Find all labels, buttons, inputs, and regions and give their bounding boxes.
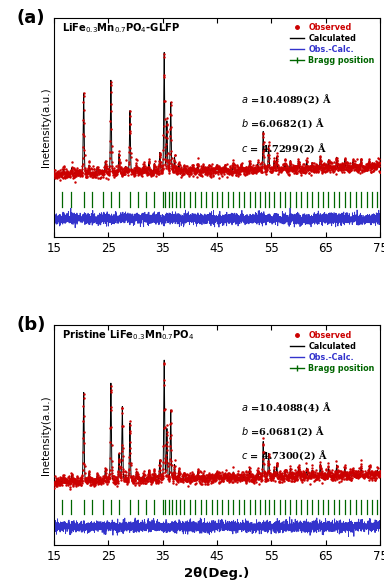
Text: $\mathit{a}$ =10.4089(2) Å: $\mathit{a}$ =10.4089(2) Å [242, 93, 332, 106]
X-axis label: 2θ(Deg.): 2θ(Deg.) [184, 567, 250, 580]
Text: LiFe$_{0.3}$Mn$_{0.7}$PO$_4$-GLFP: LiFe$_{0.3}$Mn$_{0.7}$PO$_4$-GLFP [62, 21, 180, 35]
Legend: Observed, Calculated, Obs.-Calc., Bragg position: Observed, Calculated, Obs.-Calc., Bragg … [288, 22, 376, 67]
Text: $\mathit{c}$ = 4.7300(2) Å: $\mathit{c}$ = 4.7300(2) Å [242, 448, 328, 462]
Text: $\mathit{b}$ =6.0681(2) Å: $\mathit{b}$ =6.0681(2) Å [242, 424, 326, 438]
Legend: Observed, Calculated, Obs.-Calc., Bragg position: Observed, Calculated, Obs.-Calc., Bragg … [288, 329, 376, 374]
Text: $\mathit{a}$ =10.4088(4) Å: $\mathit{a}$ =10.4088(4) Å [242, 400, 332, 414]
Text: Pristine LiFe$_{0.3}$Mn$_{0.7}$PO$_4$: Pristine LiFe$_{0.3}$Mn$_{0.7}$PO$_4$ [62, 329, 194, 342]
Y-axis label: Inetensity(a.u.): Inetensity(a.u.) [41, 88, 51, 167]
Text: $\mathit{c}$ = 4.7299(2) Å: $\mathit{c}$ = 4.7299(2) Å [242, 141, 328, 155]
Y-axis label: Inetensity(a.u.): Inetensity(a.u.) [41, 396, 51, 475]
Text: $\mathit{b}$ =6.0682(1) Å: $\mathit{b}$ =6.0682(1) Å [242, 117, 326, 131]
Text: (a): (a) [16, 9, 45, 27]
Text: (b): (b) [16, 316, 46, 335]
